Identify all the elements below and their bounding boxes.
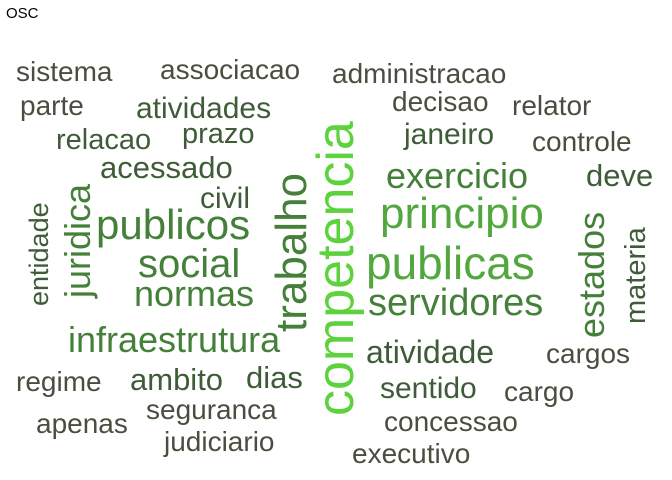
word-decisao: decisao (392, 86, 489, 117)
word-judiciario: judiciario (164, 426, 275, 457)
word-deve: deve (586, 158, 654, 193)
word-competencia: competencia (307, 121, 365, 416)
word-normas: normas (134, 273, 255, 314)
word-social: social (138, 242, 241, 286)
word-administracao: administracao (332, 58, 507, 89)
word-acessado: acessado (100, 150, 233, 185)
word-materia: materia (620, 227, 652, 324)
word-publicas: publicas (366, 237, 535, 289)
word-associacao: associacao (160, 54, 301, 85)
word-principio: principio (380, 189, 544, 238)
word-infraestrutura: infraestrutura (68, 319, 281, 360)
word-cargo: cargo (504, 376, 575, 407)
word-atividade: atividade (366, 334, 495, 370)
word-apenas: apenas (36, 408, 128, 439)
word-publicos: publicos (96, 201, 251, 248)
word-cargos: cargos (546, 338, 631, 369)
word-exercicio: exercicio (386, 155, 529, 196)
word-seguranca: seguranca (146, 394, 277, 425)
chart-title: OSC (6, 5, 39, 22)
word-parte: parte (20, 90, 84, 121)
word-executivo: executivo (352, 438, 471, 469)
word-sentido: sentido (380, 372, 477, 405)
word-servidores: servidores (368, 282, 544, 324)
word-civil: civil (200, 182, 250, 215)
word-controle: controle (532, 126, 632, 157)
word-janeiro: janeiro (404, 118, 495, 151)
word-entidade: entidade (24, 202, 54, 306)
word-sistema: sistema (16, 56, 113, 87)
word-relacao: relacao (56, 124, 152, 156)
word-prazo: prazo (182, 118, 255, 150)
word-dias: dias (246, 360, 303, 395)
word-juridica: juridica (57, 183, 98, 298)
word-atividades: atividades (136, 92, 272, 125)
word-estados: estados (571, 211, 612, 338)
word-regime: regime (16, 366, 102, 397)
word-ambito: ambito (130, 362, 224, 397)
word-concessao: concessao (384, 406, 518, 437)
word-relator: relator (512, 90, 592, 121)
